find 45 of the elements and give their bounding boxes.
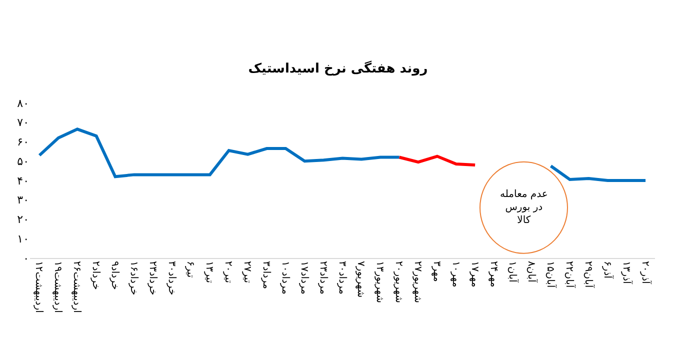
x-tick-label: ۳۰خرداد [166, 261, 177, 296]
x-tick-label: ۱۵آبان [544, 261, 558, 289]
x-tick-label: ۶آذر [601, 261, 614, 280]
x-tick-label: ۲۹آبان [582, 261, 596, 289]
y-tick-label: ۴۰ [17, 174, 29, 188]
x-tick-label: ۲خرداد [90, 261, 102, 290]
y-tick-label: ۲۰ [17, 213, 29, 226]
annotation: عدم معامله در بورس کالا [500, 189, 548, 226]
y-tick-label: ۰ [23, 252, 29, 265]
x-tick-label: ۱۹اردیبهشت [52, 261, 64, 313]
chart-title: روند هفتگی نرخ اسیداستیک [248, 60, 428, 77]
x-tick-label: ۲۲آبان [564, 261, 577, 289]
x-tick-label: ۲۷تیر [242, 261, 253, 284]
y-tick-label: ۳۰ [17, 194, 29, 207]
x-tick-label: ۱۲اردیبهشت [33, 261, 44, 313]
x-tick-label: ۲۳مرداد [317, 261, 328, 294]
x-tick-label: ۸آبان [526, 261, 539, 284]
x-tick-label: ۱۳آذر [620, 261, 634, 286]
x-tick-label: ۹خرداد [108, 261, 120, 290]
x-tick-label: ۲۴مهر [488, 261, 499, 288]
y-tick-label: ۶۰ [17, 136, 29, 149]
y-tick-label: ۸۰ [17, 96, 29, 110]
x-tick-label: ۱۶خرداد [128, 261, 139, 296]
x-tick-label: ۲۰تیر [222, 261, 234, 284]
x-tick-label: ۱۰مرداد [279, 261, 290, 294]
x-tick-label: ۲۰شهریور [393, 261, 404, 304]
x-tick-label: ۲۰آذر [639, 261, 652, 286]
x-tick-label: ۳مهر [430, 261, 442, 282]
x-tick-label: ۱۷مهر [468, 261, 480, 288]
x-tick-label: ۶تیر [184, 261, 196, 278]
x-tick-label: ۱آبان [506, 261, 520, 284]
x-tick-label: ۱۳تیر [204, 261, 215, 284]
y-tick-label: ۱۰ [17, 232, 29, 246]
line-series [398, 154, 477, 166]
x-tick-label: ۷شهریور [355, 261, 366, 298]
x-tick-label: ۲۷شهریور [412, 261, 424, 304]
x-tick-label: ۲۶اردیبهشت [71, 261, 82, 313]
x-tick-label: ۳مرداد [260, 261, 272, 289]
x-tick-label: ۲۳خرداد [146, 261, 158, 296]
y-tick-label: ۵۰ [17, 154, 29, 168]
y-tick-label: ۷۰ [17, 116, 29, 130]
x-tick-label: ۳۰مرداد [336, 261, 348, 294]
x-tick-label: ۱۷مرداد [298, 261, 310, 294]
x-tick-label: ۱۳شهریور [374, 261, 386, 304]
x-tick-label: ۱۰مهر [450, 261, 461, 288]
